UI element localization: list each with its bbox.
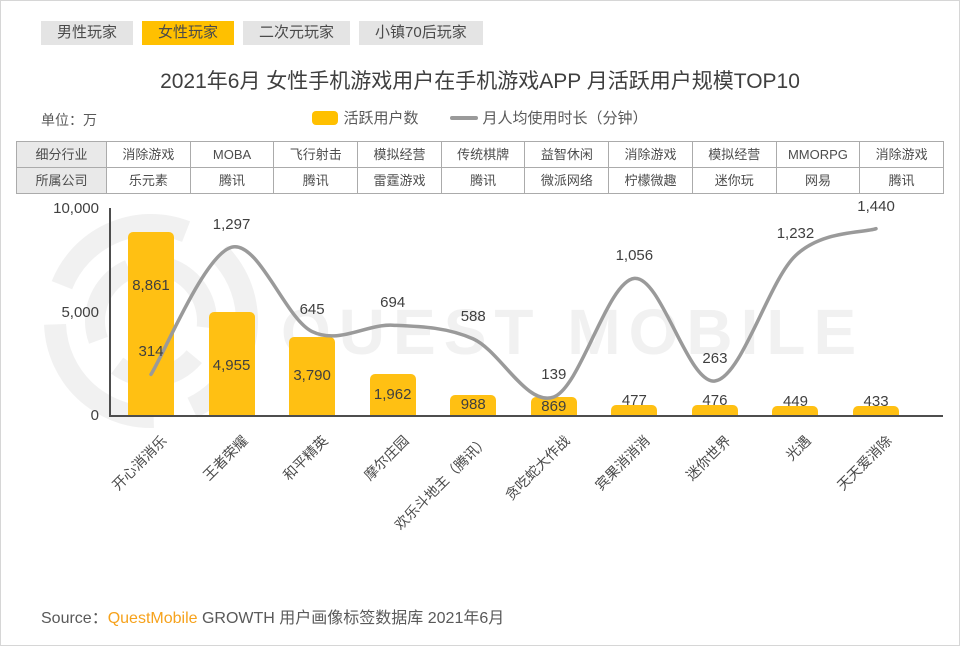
industry-cell-9: MMORPG xyxy=(775,141,860,167)
industry-cell-8: 模拟经营 xyxy=(691,141,776,167)
bar-8 xyxy=(691,405,738,415)
unit-label: 单位：万 xyxy=(41,112,97,128)
company-cell-10: 腾讯 xyxy=(859,167,943,193)
industry-cell-3: 飞行射击 xyxy=(273,141,358,167)
chart-area: QUEST MOBILE 0 5,000 10,000 8,861 4,955 3,79… xyxy=(1,196,959,556)
line-value-5: 588 xyxy=(460,307,486,325)
line-value-2: 1,297 xyxy=(212,216,251,234)
company-cell-5: 腾讯 xyxy=(440,167,525,193)
bar-legend-label: 活跃用户数 xyxy=(343,110,419,127)
line-value-6: 139 xyxy=(541,366,567,384)
tab-town-post70s-players[interactable]: 小镇70后玩家 xyxy=(359,21,483,45)
bar-value-3: 3,790 xyxy=(293,366,331,384)
line-legend-swatch xyxy=(449,115,478,120)
y-tick-10000: 10,000 xyxy=(53,200,99,217)
bar-value-8: 476 xyxy=(702,392,728,410)
source-suffix: GROWTH 用户画像标签数据库 2021年6月 xyxy=(197,610,505,627)
bar-value-5: 988 xyxy=(460,395,486,413)
bar-value-2: 4,955 xyxy=(212,357,251,375)
bar-value-7: 477 xyxy=(621,392,647,410)
line-value-1: 314 xyxy=(138,343,164,361)
industry-cell-4: 模拟经营 xyxy=(357,141,441,167)
line-value-7: 1,056 xyxy=(615,247,654,265)
line-value-4: 694 xyxy=(380,294,406,312)
company-cell-7: 柠檬微趣 xyxy=(608,167,692,193)
line-value-3: 645 xyxy=(299,300,325,318)
industry-cell-7: 消除游戏 xyxy=(608,141,692,167)
source-prefix: Source： xyxy=(41,610,108,627)
page-title: 2021年6月 女性手机游戏用户在手机游戏APP 月活跃用户规模TOP10 xyxy=(160,70,800,93)
tab-female-players[interactable]: 女性玩家 xyxy=(142,21,235,45)
company-cell-4: 雷霆游戏 xyxy=(357,167,441,193)
line-legend-label: 月人均使用时长（分钟） xyxy=(482,110,648,127)
line-value-8: 263 xyxy=(702,349,728,367)
industry-cell-5: 传统棋牌 xyxy=(440,141,525,167)
bar-value-1: 8,861 xyxy=(132,276,170,294)
bar-6 xyxy=(530,397,577,415)
tab-male-players[interactable]: 男性玩家 xyxy=(41,21,134,45)
y-tick-0: 0 xyxy=(90,407,99,424)
tab-bar: 男性玩家 女性玩家 二次元玩家 小镇70后玩家 xyxy=(41,21,483,45)
industry-cell-6: 益智休闲 xyxy=(524,141,609,167)
industry-cell-1: 消除游戏 xyxy=(106,141,190,167)
row-header-industry: 细分行业 xyxy=(16,141,106,167)
bar-value-6: 869 xyxy=(541,398,567,415)
company-cell-9: 网易 xyxy=(775,167,860,193)
company-cell-8: 迷你玩 xyxy=(691,167,776,193)
y-tick-5000: 5,000 xyxy=(61,303,99,321)
company-cell-6: 微派网络 xyxy=(524,167,609,193)
chart-legend: 活跃用户数 月人均使用时长（分钟） xyxy=(1,107,959,128)
bar-legend-swatch xyxy=(312,110,339,125)
source-line: Source：QuestMobile GROWTH 用户画像标签数据库 2021… xyxy=(41,604,504,628)
tab-acg-players[interactable]: 二次元玩家 xyxy=(243,21,351,45)
bar-7 xyxy=(611,405,658,415)
company-cell-1: 乐元素 xyxy=(106,167,190,193)
bar-value-9: 449 xyxy=(782,392,808,410)
bar-value-10: 433 xyxy=(863,393,889,411)
bar-value-4: 1,962 xyxy=(373,386,412,404)
bar-1 xyxy=(128,231,174,415)
company-cell-3: 腾讯 xyxy=(273,167,358,193)
bar-9 xyxy=(772,405,819,415)
source-brand: QuestMobile xyxy=(107,610,198,627)
plot-axes xyxy=(109,208,943,417)
industry-cell-2: MOBA xyxy=(189,141,274,167)
industry-cell-10: 消除游戏 xyxy=(859,141,943,167)
line-value-9: 1,232 xyxy=(776,224,815,242)
info-table: 细分行业 消除游戏 MOBA 飞行射击 模拟经营 传统棋牌 益智休闲 消除游戏 模拟经营 MMOR… xyxy=(16,141,944,194)
row-header-company: 所属公司 xyxy=(16,167,106,193)
bar-10 xyxy=(853,406,900,415)
company-cell-2: 腾讯 xyxy=(189,167,274,193)
line-value-10: 1,440 xyxy=(857,197,895,215)
